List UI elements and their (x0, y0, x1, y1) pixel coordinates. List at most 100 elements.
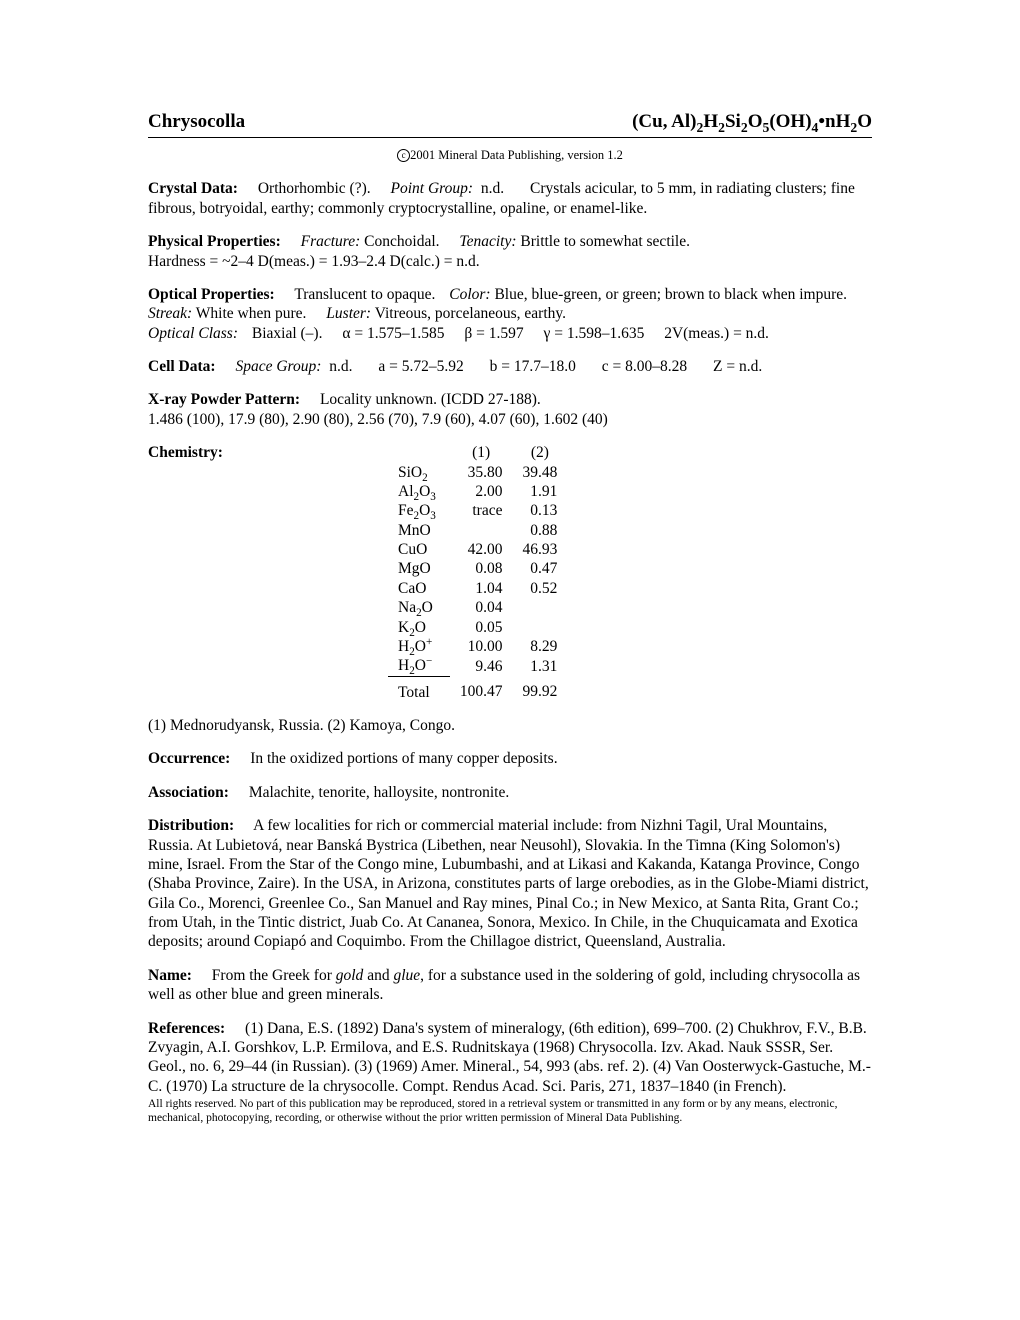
value-cell: 46.93 (512, 540, 567, 559)
references-label: References: (148, 1020, 225, 1037)
tenacity-value: Brittle to somewhat sectile. (520, 233, 690, 250)
name-label: Name: (148, 967, 192, 984)
name-section: Name: From the Greek for gold and glue, … (148, 966, 872, 1005)
oxide-cell: MnO (388, 521, 450, 540)
value-cell: 10.00 (450, 637, 513, 656)
name-glue: glue (393, 967, 420, 984)
two-v: 2V(meas.) = n.d. (664, 325, 769, 342)
point-group-label: Point Group: (391, 180, 474, 197)
value-cell: 1.31 (512, 656, 567, 676)
point-group-value: n.d. (481, 180, 504, 197)
chemistry-footnote: (1) Mednorudyansk, Russia. (2) Kamoya, C… (148, 716, 872, 735)
streak-value: White when pure. (196, 305, 307, 322)
value-cell: 0.04 (450, 598, 513, 617)
oxide-cell: H2O+ (388, 637, 450, 656)
value-cell: 0.47 (512, 559, 567, 578)
occurrence-section: Occurrence: In the oxidized portions of … (148, 749, 872, 768)
cell-z: Z = n.d. (713, 358, 762, 375)
occurrence-text: In the oxidized portions of many copper … (250, 750, 557, 767)
color-label: Color: (449, 286, 490, 303)
table-row: MgO0.080.47 (388, 559, 567, 578)
luster-value: Vitreous, porcelaneous, earthy. (375, 305, 566, 322)
value-cell: 0.88 (512, 521, 567, 540)
transparency: Translucent to opaque. (294, 286, 435, 303)
table-row: H2O−9.461.31 (388, 656, 567, 676)
oxide-cell: CaO (388, 579, 450, 598)
value-cell: 1.04 (450, 579, 513, 598)
table-row: Al2O32.001.91 (388, 482, 567, 501)
copyright-line: c2001 Mineral Data Publishing, version 1… (148, 148, 872, 164)
table-row: CaO1.040.52 (388, 579, 567, 598)
title-bar: Chrysocolla (Cu, Al)2H2Si2O5(OH)4•nH2O (148, 110, 872, 138)
col1-header: (1) (450, 443, 513, 462)
value-cell (512, 618, 567, 637)
oxide-cell: K2O (388, 618, 450, 637)
table-row: MnO 0.88 (388, 521, 567, 540)
alpha: α = 1.575–1.585 (342, 325, 444, 342)
table-row: H2O+10.008.29 (388, 637, 567, 656)
association-label: Association: (148, 784, 229, 801)
association-section: Association: Malachite, tenorite, halloy… (148, 783, 872, 802)
value-cell: 0.52 (512, 579, 567, 598)
oxide-cell: Fe2O3 (388, 501, 450, 520)
fracture-label: Fracture: (301, 233, 361, 250)
copyright-text: 2001 Mineral Data Publishing, version 1.… (410, 148, 623, 162)
col2-header: (2) (512, 443, 567, 462)
value-cell: 0.05 (450, 618, 513, 637)
name-gold: gold (336, 967, 364, 984)
streak-label: Streak: (148, 305, 192, 322)
mineral-name: Chrysocolla (148, 110, 245, 134)
value-cell: 35.80 (450, 463, 513, 482)
value-cell (450, 521, 513, 540)
crystal-system: Orthorhombic (?). (258, 180, 371, 197)
optical-class-value: Biaxial (–). (252, 325, 323, 342)
association-text: Malachite, tenorite, halloysite, nontron… (249, 784, 509, 801)
value-cell (512, 598, 567, 617)
distribution-label: Distribution: (148, 817, 234, 834)
cell-c: c = 8.00–8.28 (602, 358, 687, 375)
total-2: 99.92 (512, 676, 567, 702)
occurrence-label: Occurrence: (148, 750, 230, 767)
optical-properties-section: Optical Properties: Translucent to opaqu… (148, 285, 872, 343)
value-cell: 0.13 (512, 501, 567, 520)
cell-a: a = 5.72–5.92 (378, 358, 463, 375)
physical-label: Physical Properties: (148, 233, 281, 250)
physical-properties-section: Physical Properties: Fracture: Conchoida… (148, 232, 872, 271)
chemistry-label: Chemistry: (148, 443, 388, 462)
tenacity-label: Tenacity: (459, 233, 516, 250)
oxide-cell: CuO (388, 540, 450, 559)
xray-locality: Locality unknown. (ICDD 27-188). (320, 391, 541, 408)
xray-pattern: 1.486 (100), 17.9 (80), 2.90 (80), 2.56 … (148, 411, 608, 428)
optical-label: Optical Properties: (148, 286, 275, 303)
space-group-value: n.d. (329, 358, 352, 375)
distribution-section: Distribution: A few localities for rich … (148, 816, 872, 952)
luster-label: Luster: (326, 305, 371, 322)
oxide-cell: H2O− (388, 656, 450, 676)
value-cell: 0.08 (450, 559, 513, 578)
optical-class-label: Optical Class: (148, 325, 238, 342)
cell-data-section: Cell Data: Space Group: n.d. a = 5.72–5.… (148, 357, 872, 376)
total-1: 100.47 (450, 676, 513, 702)
table-row: K2O0.05 (388, 618, 567, 637)
oxide-cell: Al2O3 (388, 482, 450, 501)
chemical-formula: (Cu, Al)2H2Si2O5(OH)4•nH2O (632, 110, 872, 134)
crystal-data-section: Crystal Data: Orthorhombic (?). Point Gr… (148, 179, 872, 218)
copyright-icon: c (397, 149, 410, 162)
table-row: SiO235.8039.48 (388, 463, 567, 482)
table-row: Na2O0.04 (388, 598, 567, 617)
table-header: (1) (2) (388, 443, 567, 462)
value-cell: 42.00 (450, 540, 513, 559)
beta: β = 1.597 (464, 325, 523, 342)
references-section: References: (1) Dana, E.S. (1892) Dana's… (148, 1019, 872, 1097)
gamma: γ = 1.598–1.635 (543, 325, 644, 342)
oxide-cell: Na2O (388, 598, 450, 617)
value-cell: 2.00 (450, 482, 513, 501)
name-pre: From the Greek for (212, 967, 336, 984)
value-cell: 39.48 (512, 463, 567, 482)
oxide-cell: SiO2 (388, 463, 450, 482)
color-value: Blue, blue-green, or green; brown to bla… (494, 286, 847, 303)
cell-b: b = 17.7–18.0 (490, 358, 576, 375)
references-text: (1) Dana, E.S. (1892) Dana's system of m… (148, 1020, 871, 1095)
space-group-label: Space Group: (235, 358, 321, 375)
total-label: Total (388, 676, 450, 702)
